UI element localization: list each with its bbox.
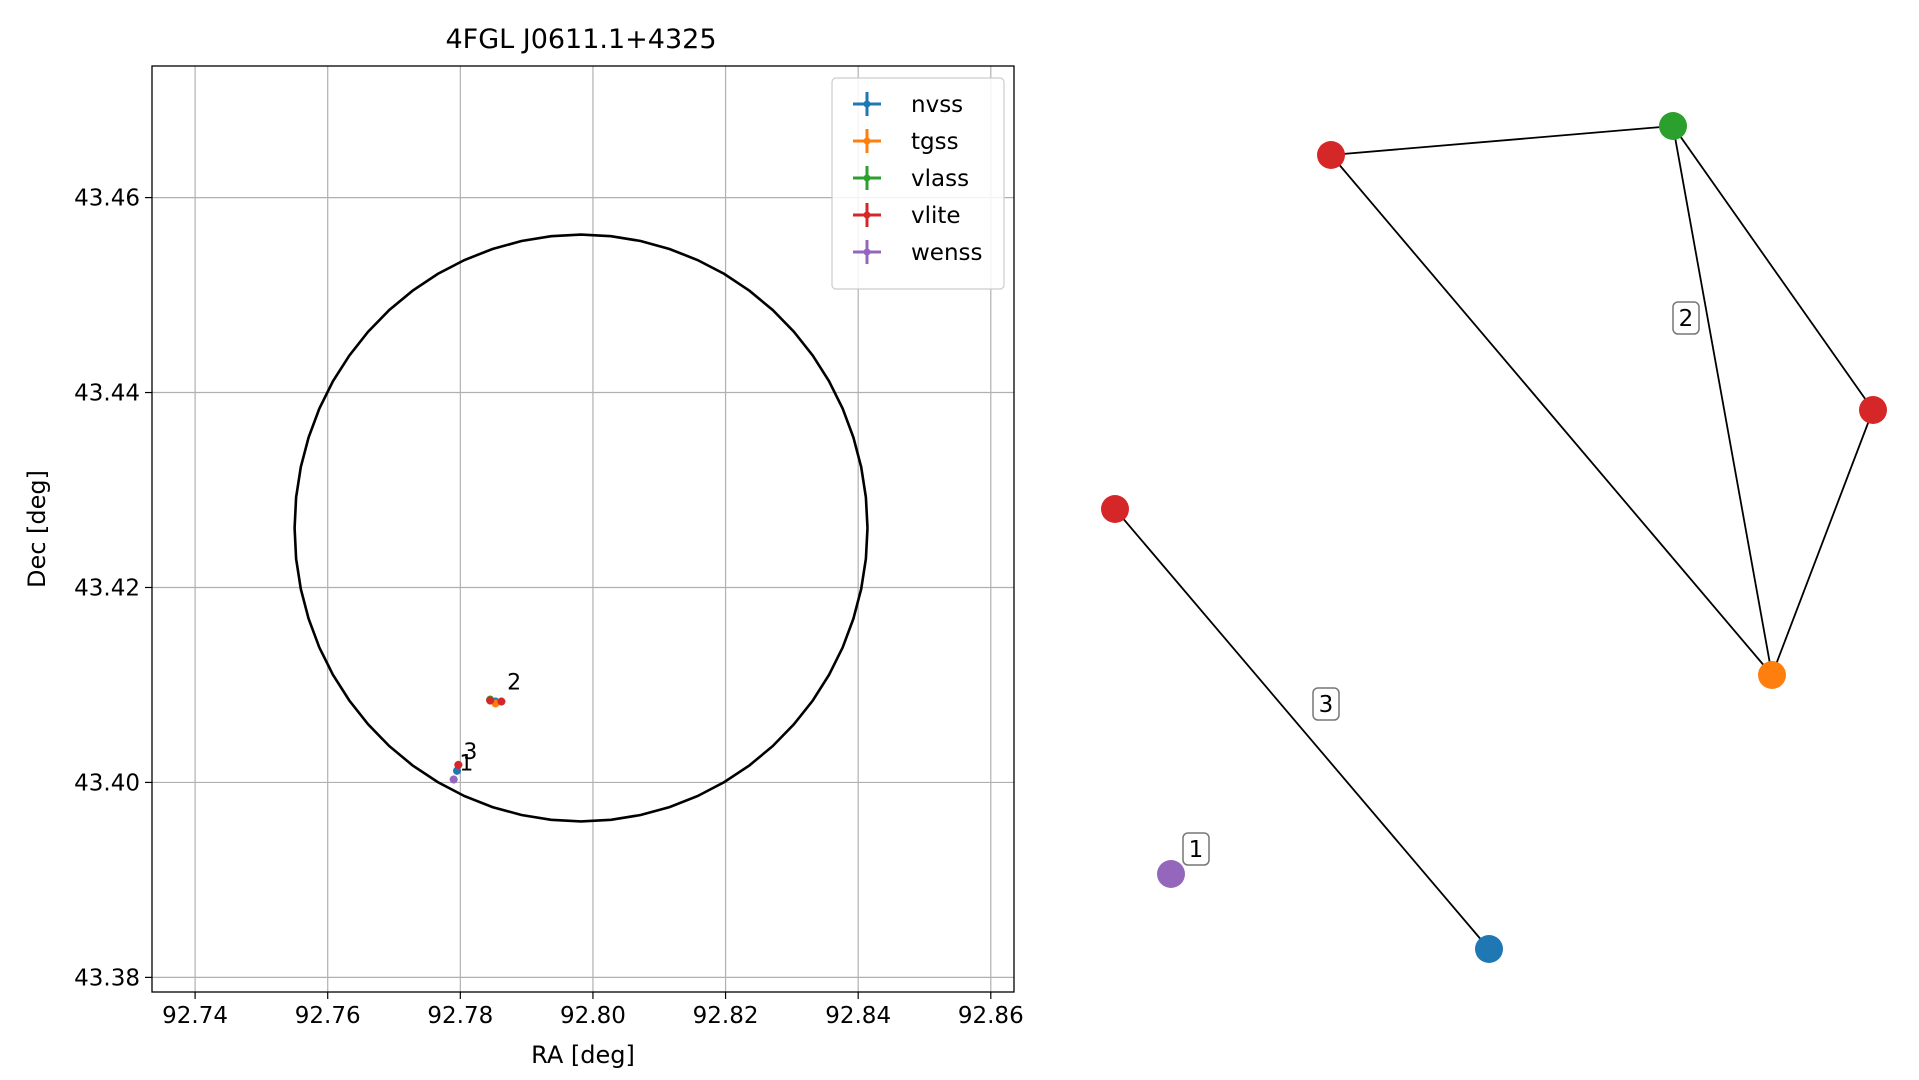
- x-tick-label: 92.74: [162, 1003, 228, 1029]
- legend-label: tgss: [911, 129, 959, 155]
- y-tick-label: 43.46: [74, 186, 140, 212]
- x-tick-label: 92.76: [295, 1003, 361, 1029]
- data-points: [449, 695, 506, 784]
- graph-cluster-labels: 1 2 3: [1182, 301, 1700, 866]
- graph-node-vlite: [1859, 396, 1887, 424]
- legend-marker-dot: [863, 211, 871, 219]
- graph-edge: [1672, 125, 1773, 676]
- y-tick-label: 43.42: [74, 575, 140, 601]
- legend-label: vlass: [911, 166, 969, 192]
- graph-edges: [1114, 125, 1874, 950]
- legend-label: wenss: [911, 240, 983, 266]
- localization-circle: [293, 233, 869, 823]
- x-axis-label: RA [deg]: [531, 1041, 635, 1069]
- x-tick-label: 92.78: [427, 1003, 493, 1029]
- cluster-label: 1: [1189, 837, 1204, 863]
- y-axis-label: Dec [deg]: [23, 470, 51, 588]
- cluster-label: 2: [1679, 306, 1694, 332]
- graph-edge: [1672, 125, 1874, 411]
- graph-edge: [1114, 508, 1490, 950]
- point-annotations: 1 2 3: [459, 671, 521, 777]
- y-tick-label: 43.44: [74, 381, 140, 407]
- y-tick-label: 43.40: [74, 770, 140, 796]
- cluster-label-box: [1672, 301, 1700, 335]
- point-vlite: [454, 760, 463, 769]
- graph-node-vlite: [1317, 141, 1345, 169]
- legend-label: vlite: [911, 203, 961, 229]
- localization-circle-group: [293, 233, 869, 823]
- graph-edge: [1330, 125, 1674, 156]
- cluster-label-box: [1182, 832, 1210, 866]
- x-tick-label: 92.82: [693, 1003, 759, 1029]
- axes-frame: [151, 65, 1015, 993]
- point-wenss: [449, 775, 458, 784]
- graph-node-vlass: [1659, 112, 1687, 140]
- cluster-label: 3: [1319, 692, 1334, 718]
- legend-marker-dot: [863, 100, 871, 108]
- graph-panel: 1 2 3: [1101, 112, 1887, 963]
- scatter-panel: 4FGL J0611.1+4325 123 92.74 92.76 92.78 92.…: [23, 24, 1024, 1069]
- graph-node-nvss: [1475, 935, 1503, 963]
- cluster-label-box: [1312, 687, 1340, 721]
- x-tick-label: 92.80: [560, 1003, 626, 1029]
- chart-title: 4FGL J0611.1+4325: [445, 24, 716, 55]
- graph-edge: [1330, 154, 1773, 676]
- legend-box: [831, 77, 1005, 290]
- axis-ticks: 92.74 92.76 92.78 92.80 92.82 92.84 92.86 43.38…: [74, 186, 1024, 1029]
- legend: nvss tgss vlass vlite wenss: [831, 77, 1005, 290]
- y-tick-label: 43.38: [74, 965, 140, 991]
- graph-edge: [1771, 409, 1874, 676]
- graph-node-wenss: [1157, 860, 1185, 888]
- graph-node-tgss: [1758, 661, 1786, 689]
- point-annotation: 2: [507, 671, 521, 696]
- x-tick-label: 92.84: [825, 1003, 891, 1029]
- legend-marker-dot: [863, 137, 871, 145]
- point-annotation: 1: [459, 752, 473, 777]
- legend-label: nvss: [911, 92, 963, 118]
- x-tick-label: 92.86: [958, 1003, 1024, 1029]
- graph-node-vlite: [1101, 495, 1129, 523]
- legend-marker-dot: [863, 174, 871, 182]
- legend-marker-dot: [863, 248, 871, 256]
- point-vlite: [497, 697, 506, 706]
- point-vlite: [486, 696, 495, 705]
- graph-nodes: [1101, 112, 1887, 963]
- point-annotation: 3: [463, 740, 477, 765]
